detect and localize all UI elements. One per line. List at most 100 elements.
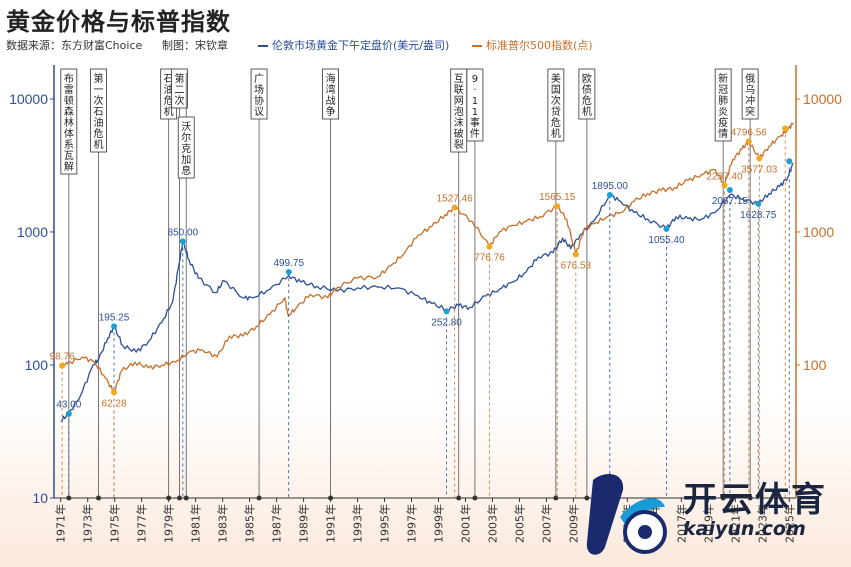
- event-label-char: 乌: [745, 83, 755, 96]
- gold-annotation-label: 1628.75: [740, 210, 777, 221]
- legend-gold-label: 伦敦市场黄金下午定盘价(美元/盎司): [272, 39, 450, 52]
- event-label-char: 布: [64, 73, 74, 85]
- right-tick-label: 1000: [803, 224, 834, 240]
- x-tick-label: 2007年: [539, 504, 553, 543]
- right-tick-label: 10000: [803, 91, 842, 107]
- legend-gold: 伦敦市场黄金下午定盘价(美元/盎司): [258, 37, 449, 53]
- sp500-annotation-label: 3577.03: [741, 164, 778, 175]
- event-label-char: 沃: [181, 121, 191, 133]
- gold-annotation-label: 2067.15: [712, 196, 749, 207]
- gold-annotation-label: 850.00: [168, 227, 199, 238]
- event-label-char: 二: [174, 85, 184, 96]
- left-tick-label: 1000: [17, 224, 48, 240]
- sp500-annotation-label: 2237.40: [706, 171, 743, 182]
- gold-annotation-label: 195.25: [99, 312, 130, 323]
- event-box: [466, 68, 484, 142]
- x-tick-label: 2005年: [512, 504, 526, 543]
- event-dot: [584, 495, 590, 501]
- chart-author: 制图：宋钦章: [162, 39, 228, 52]
- event-label-char: 森: [64, 105, 74, 118]
- event-dot: [183, 495, 189, 501]
- event-label-char: 油: [94, 116, 104, 129]
- event-label-char: 危: [551, 117, 561, 129]
- event-box: [90, 68, 107, 153]
- sp500-annotation-label: 62.28: [102, 398, 127, 409]
- sp500-annotation-label: 98.76: [50, 352, 75, 363]
- event-label-char: 石: [164, 74, 174, 85]
- event-label-char: 联: [454, 84, 464, 96]
- sp500-annotation-label: 4796.56: [731, 127, 768, 138]
- x-tick-label: 1997年: [405, 504, 419, 543]
- x-tick-label: 1977年: [135, 504, 149, 543]
- kaiyun-logo: [586, 474, 667, 555]
- sp500-annotation-marker: [111, 389, 118, 396]
- x-tick-label: 2009年: [566, 504, 580, 543]
- event-label-char: 息: [181, 164, 191, 177]
- event-label-char: 瓦: [64, 151, 74, 162]
- event-label-char: 事: [470, 116, 480, 129]
- gold-price-line: [60, 162, 794, 422]
- event-dot: [256, 495, 262, 501]
- gold-annotation-marker: [65, 410, 72, 417]
- event-dot: [166, 495, 172, 501]
- event-label-char: 机: [551, 127, 561, 140]
- left-tick-label: 100: [25, 357, 49, 373]
- x-tick-label: 1985年: [243, 504, 257, 543]
- event-label-char: 解: [64, 160, 74, 173]
- event-label-char: ·: [473, 85, 476, 96]
- chart-title: 黄金价格与标普指数: [6, 8, 231, 36]
- event-box: [322, 68, 339, 120]
- event-label-char: 9: [472, 74, 478, 85]
- gold-annotation-marker: [663, 225, 670, 232]
- legend-sp500: 标准普尔500指数(点): [472, 37, 593, 53]
- event-label-char: 机: [582, 105, 592, 118]
- x-tick-label: 1981年: [189, 504, 203, 543]
- x-tick-label: 2003年: [485, 504, 499, 543]
- event-label-char: 情: [718, 127, 728, 140]
- x-tick-label: 1987年: [270, 504, 284, 543]
- event-label-char: 林: [64, 116, 74, 129]
- gold-annotation-marker: [285, 269, 292, 276]
- event-label-char: 突: [745, 105, 755, 118]
- legend-gold-swatch: [258, 45, 268, 47]
- left-tick-label: 10000: [9, 91, 48, 107]
- event-dot: [720, 495, 726, 501]
- event-label-char: 危: [164, 95, 174, 107]
- x-tick-label: 1993年: [351, 504, 365, 543]
- event-label-char: 疫: [718, 116, 728, 129]
- event-label-char: 协: [254, 94, 264, 107]
- gold-annotation-marker: [111, 323, 118, 330]
- sp500-annotation-marker: [572, 251, 579, 258]
- sp500-annotation-marker: [554, 203, 561, 210]
- event-box: [547, 68, 565, 142]
- x-tick-label: 1973年: [81, 504, 95, 543]
- sp500-annotation-label: 676.53: [561, 261, 592, 272]
- sp500-annotation-label: 1527.46: [437, 193, 474, 204]
- x-tick-label: 1983年: [216, 504, 230, 543]
- x-tick-label: 1979年: [162, 504, 176, 543]
- gold-annotation-marker: [726, 187, 733, 194]
- event-label-char: 议: [254, 106, 264, 118]
- event-label-char: 第: [174, 72, 184, 85]
- event-label-char: 泡: [454, 105, 464, 118]
- logo-name: 开云体育: [683, 480, 827, 520]
- x-tick-label: 1999年: [431, 504, 445, 543]
- x-tick-label: 1975年: [108, 504, 122, 543]
- sp500-annotation-marker: [756, 155, 763, 162]
- gold-annotation-marker: [443, 308, 450, 315]
- event-label-char: 广: [254, 73, 264, 85]
- gold-annotation-marker: [786, 158, 793, 165]
- logo-k-stroke: [586, 474, 624, 555]
- event-label-char: 第: [94, 72, 104, 85]
- x-tick-label: 2021年: [728, 504, 742, 543]
- event-label-char: 尔: [181, 131, 191, 144]
- x-tick-label: 2019年: [701, 504, 715, 543]
- event-box: [250, 68, 268, 120]
- event-label-char: 冠: [718, 84, 728, 96]
- event-label-char: 美: [551, 72, 561, 85]
- event-label-char: 顿: [64, 94, 74, 107]
- event-label-char: 场: [254, 83, 264, 96]
- event-dot: [176, 495, 182, 501]
- x-tick-label: 1971年: [54, 504, 68, 543]
- gold-annotation-marker: [179, 238, 186, 245]
